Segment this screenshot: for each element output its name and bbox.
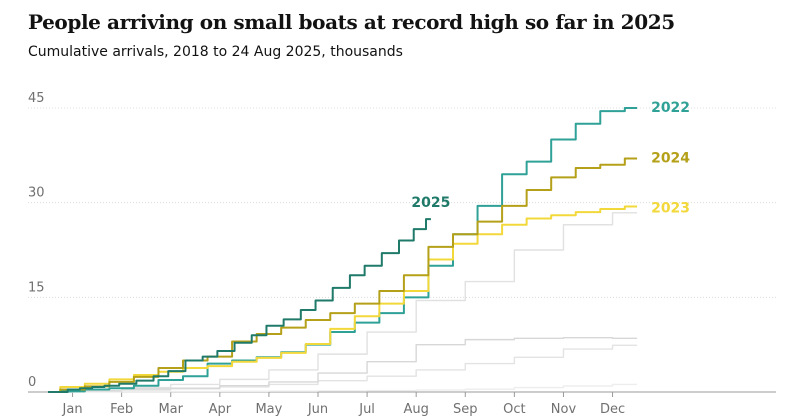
y-tick-label: 0: [28, 375, 36, 390]
series-line-2022: [48, 107, 638, 393]
y-tick-label: 30: [28, 186, 45, 201]
series-line-background-y2019: [48, 344, 638, 393]
x-tick-label: Oct: [503, 402, 525, 417]
x-tick-label: Aug: [403, 402, 428, 417]
x-tick-label: Mar: [158, 402, 183, 417]
series-line-background-y2020: [48, 337, 638, 393]
x-tick-label: Jul: [358, 402, 375, 417]
x-tick-label: Sep: [453, 402, 478, 417]
series-label-2025: 2025: [411, 195, 450, 211]
y-tick-label: 45: [28, 91, 45, 106]
x-tick-label: May: [255, 402, 282, 417]
x-tick-label: Feb: [110, 402, 133, 417]
x-tick-label: Jan: [62, 402, 83, 417]
x-tick-label: Nov: [551, 402, 577, 417]
series-label-2023: 2023: [651, 200, 690, 216]
series-line-background-y2018: [48, 383, 638, 393]
x-tick-label: Apr: [209, 402, 232, 417]
chart-title: People arriving on small boats at record…: [28, 10, 675, 34]
chart-subtitle: Cumulative arrivals, 2018 to 24 Aug 2025…: [28, 44, 403, 60]
series-line-background-y2021: [48, 212, 638, 393]
series-line-2024: [48, 157, 638, 393]
y-tick-label: 15: [28, 280, 45, 295]
x-tick-label: Jun: [307, 402, 328, 417]
series-line-2023: [48, 205, 638, 393]
series-label-2022: 2022: [651, 100, 690, 116]
series-line-2025: [48, 218, 431, 393]
x-tick-label: Dec: [600, 402, 625, 417]
series-label-2024: 2024: [651, 150, 690, 166]
